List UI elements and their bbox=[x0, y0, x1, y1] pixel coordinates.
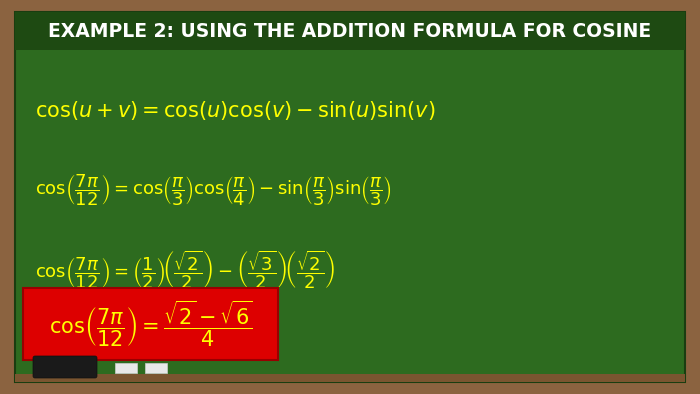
Bar bbox=[115, 363, 137, 373]
Text: $\cos\!\left(\dfrac{7\pi}{12}\right) = \left(\dfrac{1}{2}\right)\!\left(\dfrac{\: $\cos\!\left(\dfrac{7\pi}{12}\right) = \… bbox=[35, 249, 335, 291]
Text: EXAMPLE 2: USING THE ADDITION FORMULA FOR COSINE: EXAMPLE 2: USING THE ADDITION FORMULA FO… bbox=[48, 22, 652, 41]
Bar bbox=[15, 374, 685, 382]
Text: $\cos\!\left(\dfrac{7\pi}{12}\right) = \cos\!\left(\dfrac{\pi}{3}\right)\cos\!\l: $\cos\!\left(\dfrac{7\pi}{12}\right) = \… bbox=[35, 172, 392, 208]
FancyBboxPatch shape bbox=[33, 356, 97, 378]
Bar bbox=[145, 363, 167, 373]
Bar bbox=[15, 12, 685, 50]
Text: $\cos\!\left(\dfrac{7\pi}{12}\right) = \dfrac{\sqrt{2} - \sqrt{6}}{4}$: $\cos\!\left(\dfrac{7\pi}{12}\right) = \… bbox=[48, 299, 253, 349]
Bar bbox=[23, 288, 278, 360]
Text: $\cos(u + v) = \cos(u)\cos(v) - \sin(u)\sin(v)$: $\cos(u + v) = \cos(u)\cos(v) - \sin(u)\… bbox=[35, 98, 435, 121]
